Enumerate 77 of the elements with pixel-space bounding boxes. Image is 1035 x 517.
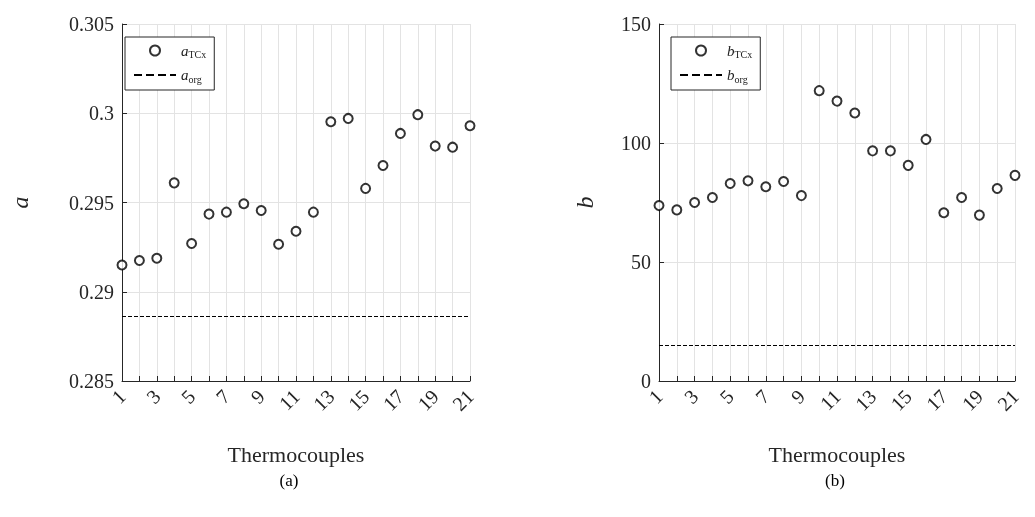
point (377, 160, 389, 172)
point (760, 181, 772, 193)
x-tick-label: 15 (886, 385, 916, 415)
x-tick-label: 9 (786, 385, 810, 408)
x-axis-title: Thermocouples (227, 441, 365, 467)
point (290, 225, 302, 237)
x-tick-label: 13 (308, 385, 339, 415)
point (956, 192, 968, 203)
point (831, 95, 843, 107)
point (325, 116, 337, 128)
point (742, 175, 754, 187)
point (653, 200, 665, 212)
x-tick-label: 17 (378, 385, 409, 415)
point (447, 141, 459, 153)
x-tick-label: 7 (750, 385, 774, 408)
point (706, 192, 718, 203)
point (813, 85, 825, 97)
point (116, 259, 128, 271)
text: (a) (279, 471, 299, 490)
y-tick-label: 150 (621, 13, 651, 35)
point (884, 145, 896, 157)
x-tick-label: 21 (993, 385, 1023, 415)
x-tick-label: 11 (274, 385, 304, 415)
point (795, 190, 807, 202)
x-tick-label: 13 (850, 385, 881, 415)
point (778, 176, 790, 188)
point (902, 159, 914, 171)
x-tick-label: 19 (413, 385, 443, 415)
x-tick-label: 5 (715, 385, 738, 408)
point (168, 177, 180, 189)
x-tick-label: 7 (211, 385, 235, 408)
point (307, 206, 319, 218)
y-tick-label: 0.295 (69, 191, 114, 214)
x-tick-label: 15 (343, 385, 374, 415)
point (1009, 169, 1021, 181)
y-tick-label: 0.3 (89, 102, 114, 125)
point (203, 208, 215, 220)
x-tick-label: 5 (176, 385, 200, 408)
y-tick-label: 0.305 (69, 13, 114, 35)
x-tick-label: 3 (679, 385, 703, 408)
y-tick-label: 0.285 (69, 370, 114, 392)
point (991, 182, 1003, 194)
point (394, 127, 406, 139)
point (671, 204, 683, 216)
point (464, 120, 476, 132)
text: (b) (825, 471, 845, 490)
y-axis-title: b (572, 196, 598, 209)
point (220, 206, 232, 218)
x-tick-label: 21 (448, 385, 478, 415)
point (920, 133, 932, 145)
point (724, 177, 736, 189)
point (360, 182, 372, 194)
x-tick-label: 19 (957, 385, 988, 415)
y-tick-label: 0.29 (79, 280, 114, 303)
point (151, 252, 163, 264)
point (273, 238, 285, 250)
point (186, 238, 198, 250)
point (133, 255, 145, 267)
y-tick-label: 50 (631, 251, 651, 273)
x-axis-title: Thermocouples (768, 441, 906, 467)
y-axis-title: a (7, 196, 33, 209)
point (867, 145, 879, 157)
x-tick-label: 11 (815, 385, 845, 415)
y-tick-label: 100 (621, 132, 651, 154)
x-tick-label: 17 (921, 385, 952, 415)
point (238, 198, 250, 210)
point (255, 205, 267, 217)
x-tick-label: 9 (246, 385, 269, 408)
point (412, 109, 424, 121)
point (689, 197, 701, 208)
x-tick-label: 3 (141, 385, 165, 408)
point (342, 112, 354, 124)
point (429, 140, 441, 152)
y-tick-label: 0 (641, 370, 651, 392)
point (938, 207, 950, 219)
point (849, 107, 861, 119)
point (973, 209, 985, 221)
